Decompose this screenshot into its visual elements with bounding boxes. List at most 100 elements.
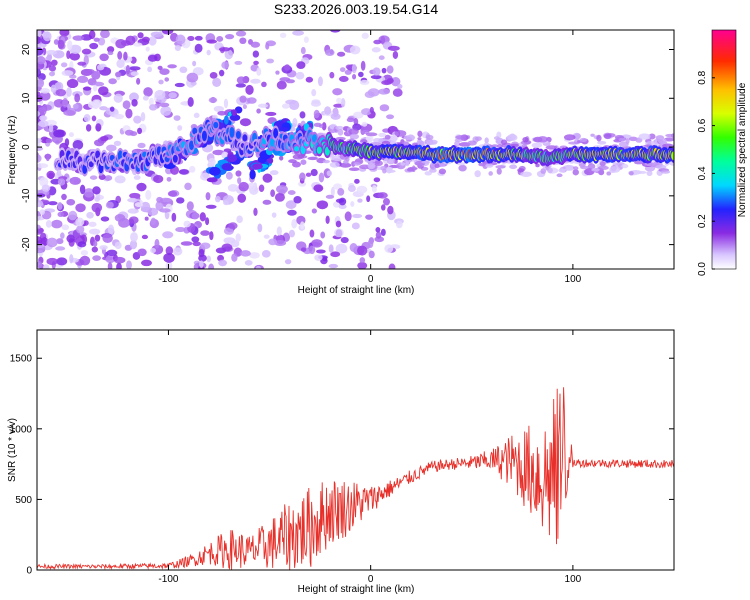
spectrum-halo-blob bbox=[591, 168, 600, 172]
snr-plot-area bbox=[37, 330, 674, 570]
spectrum-noise-blob bbox=[213, 105, 225, 112]
spectrum-noise-blob bbox=[94, 196, 100, 202]
spectrum-noise-blob bbox=[136, 182, 147, 192]
spectrum-noise-blob bbox=[134, 202, 143, 208]
spectrum-noise-blob bbox=[150, 31, 163, 38]
spectrum-halo-blob bbox=[458, 164, 467, 172]
snr-x-tick-label: 0 bbox=[368, 574, 374, 585]
spectrum-halo-blob bbox=[474, 170, 481, 178]
spectrum-noise-blob bbox=[295, 71, 305, 80]
spectrum-ridge-blob bbox=[269, 137, 275, 147]
spectrum-noise-blob bbox=[61, 62, 68, 68]
spectrum-noise-blob bbox=[358, 71, 364, 78]
spectrum-halo-blob bbox=[322, 159, 330, 164]
spectrum-noise-blob bbox=[50, 59, 58, 66]
spectrum-noise-blob bbox=[171, 212, 177, 222]
spectrum-noise-blob bbox=[249, 252, 260, 259]
spectrum-noise-blob bbox=[221, 61, 230, 69]
spectrum-halo-blob bbox=[335, 136, 346, 141]
spectrogram-y-tick-label: 0 bbox=[21, 144, 32, 150]
spectrum-noise-blob bbox=[88, 30, 96, 40]
spectrum-noise-blob bbox=[37, 47, 44, 56]
spectrum-noise-blob bbox=[172, 247, 183, 256]
spectrum-noise-blob bbox=[189, 165, 196, 173]
spectrum-noise-blob bbox=[94, 234, 101, 242]
spectrum-noise-blob bbox=[45, 153, 50, 162]
spectrogram-y-tick-label: -20 bbox=[21, 237, 32, 252]
snr-y-tick-label: 0 bbox=[26, 566, 32, 577]
spectrum-noise-blob bbox=[239, 37, 247, 45]
spectrum-noise-blob bbox=[349, 45, 361, 55]
spectrum-noise-blob bbox=[125, 35, 136, 46]
spectrum-noise-blob bbox=[297, 181, 307, 187]
spectrum-halo-blob bbox=[540, 168, 547, 174]
spectrum-noise-blob bbox=[378, 132, 387, 138]
spectrum-branch-blob bbox=[249, 169, 256, 180]
spectrum-noise-blob bbox=[235, 30, 247, 37]
spectrum-noise-blob bbox=[66, 234, 75, 243]
spectrum-noise-blob bbox=[183, 220, 191, 228]
spectrum-noise-blob bbox=[77, 61, 87, 66]
spectrum-noise-blob bbox=[250, 41, 261, 48]
spectrum-noise-blob bbox=[325, 215, 330, 224]
spectrum-noise-blob bbox=[125, 64, 131, 75]
spectrum-noise-blob bbox=[223, 98, 229, 109]
spectrum-noise-blob bbox=[174, 82, 185, 88]
spectrum-halo-blob bbox=[509, 164, 518, 170]
spectrum-noise-blob bbox=[326, 170, 333, 177]
spectrum-noise-blob bbox=[141, 234, 149, 240]
spectrum-noise-blob bbox=[137, 127, 143, 135]
spectrum-noise-blob bbox=[69, 44, 82, 54]
spectrum-noise-blob bbox=[37, 30, 42, 38]
spectrum-noise-blob bbox=[335, 220, 342, 228]
spectrum-halo-blob bbox=[520, 140, 531, 145]
snr-y-tick-label: 1000 bbox=[10, 424, 33, 435]
snr-series-line bbox=[37, 387, 674, 570]
spectrum-halo-blob bbox=[429, 168, 437, 173]
spectrum-noise-blob bbox=[89, 42, 99, 50]
spectrum-noise-blob bbox=[187, 35, 195, 42]
spectrum-noise-blob bbox=[72, 139, 84, 150]
spectrum-noise-blob bbox=[105, 201, 114, 209]
spectrum-noise-blob bbox=[39, 115, 48, 121]
spectrum-noise-blob bbox=[208, 97, 218, 103]
spectrum-noise-blob bbox=[253, 60, 259, 65]
spectrum-noise-blob bbox=[37, 152, 40, 163]
spectrum-noise-blob bbox=[236, 215, 243, 224]
spectrum-noise-blob bbox=[216, 36, 224, 42]
spectrum-noise-blob bbox=[332, 88, 343, 96]
spectrum-noise-blob bbox=[345, 64, 353, 70]
spectrum-noise-blob bbox=[53, 39, 59, 45]
spectrum-noise-blob bbox=[285, 200, 297, 209]
spectrum-noise-blob bbox=[102, 233, 113, 243]
spectrum-halo-blob bbox=[406, 167, 415, 172]
spectrum-noise-blob bbox=[368, 250, 375, 259]
spectrum-noise-blob bbox=[113, 140, 122, 147]
spectrum-noise-blob bbox=[354, 178, 360, 184]
spectrum-noise-blob bbox=[92, 186, 101, 195]
spectrum-noise-blob bbox=[76, 75, 89, 84]
spectrum-noise-blob bbox=[237, 193, 247, 203]
spectrum-noise-blob bbox=[231, 253, 238, 262]
spectrum-noise-blob bbox=[274, 192, 285, 202]
spectrum-halo-blob bbox=[567, 141, 579, 145]
snr-x-tick-label: -100 bbox=[158, 574, 178, 585]
spectrum-noise-blob bbox=[256, 108, 261, 114]
spectrum-halo-blob bbox=[628, 171, 634, 176]
spectrum-noise-blob bbox=[55, 246, 66, 251]
spectrum-halo-blob bbox=[348, 128, 359, 135]
spectrum-noise-blob bbox=[379, 104, 390, 112]
spectrum-noise-blob bbox=[148, 97, 154, 106]
spectrum-noise-blob bbox=[276, 184, 288, 194]
spectrum-noise-blob bbox=[395, 220, 403, 229]
spectrum-noise-blob bbox=[62, 98, 69, 108]
spectrum-noise-blob bbox=[378, 88, 390, 95]
spectrum-halo-blob bbox=[609, 166, 621, 173]
spectrum-noise-blob bbox=[106, 249, 118, 257]
spectrum-noise-blob bbox=[88, 228, 101, 235]
spectrum-noise-blob bbox=[274, 239, 287, 246]
spectrum-noise-blob bbox=[330, 113, 341, 120]
spectrum-noise-blob bbox=[279, 155, 284, 161]
spectrum-noise-blob bbox=[37, 142, 41, 147]
spectrum-noise-blob bbox=[100, 135, 109, 142]
